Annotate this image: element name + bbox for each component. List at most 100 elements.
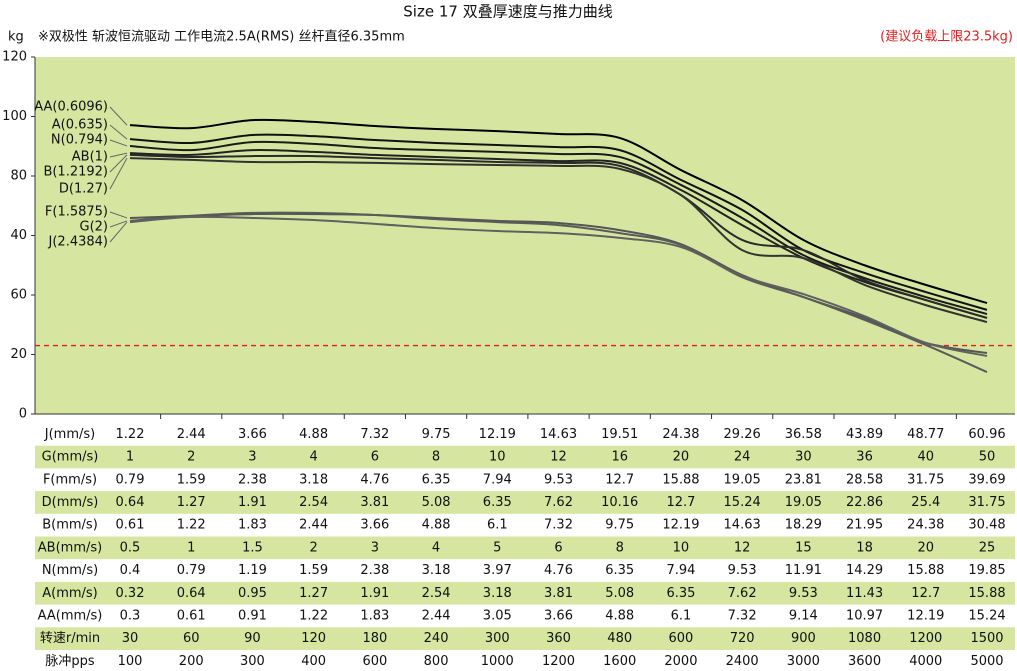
leader-line [109,157,128,190]
table-cell: 31.75 [907,472,944,487]
table-cell: 6 [371,450,379,465]
table-cell: 900 [791,631,816,646]
table-cell: 4.88 [605,608,634,623]
table-cell: 12 [734,540,751,555]
table-cell: 0.95 [238,586,267,601]
table-cell: 9.53 [728,563,757,578]
table-cell: 1000 [481,654,514,669]
table-cell: 24.38 [662,427,699,442]
row-label: AB(mm/s) [38,540,102,555]
table-cell: 12.19 [907,608,944,623]
table-cell: 8 [432,450,440,465]
row-label: B(mm/s) [42,518,98,533]
leader-line [109,124,128,140]
table-cell: 7.62 [728,586,757,601]
leader-line [109,139,128,147]
table-cell: 21.95 [846,518,883,533]
table-cell: 40 [918,450,935,465]
table-cell: 0.3 [120,608,141,623]
curve [129,211,988,373]
table-cell: 1.83 [238,518,267,533]
y-tick-label: 60 [10,288,27,303]
table-cell: 9.75 [605,518,634,533]
table-cell: 4.76 [544,563,573,578]
table-cell: 20 [673,450,690,465]
table-cell: 25 [979,540,996,555]
table-cell: 1200 [909,631,942,646]
legend-label: G(2) [80,220,109,235]
row-label: 脉冲pps [45,654,95,669]
table-cell: 6.35 [666,586,695,601]
table-cell: 16 [611,450,628,465]
table-cell: 29.26 [724,427,761,442]
curve [129,212,988,354]
row-label: G(mm/s) [42,450,99,465]
legend-label: A(0.635) [52,118,108,133]
table-cell: 800 [424,654,449,669]
table-cell: 15.88 [968,586,1005,601]
table-cell: 2.38 [360,563,389,578]
table-cell: 19.51 [601,427,638,442]
table-cell: 3.66 [544,608,573,623]
table-cell: 3.05 [483,608,512,623]
y-tick-label: 80 [10,169,27,184]
table-cell: 2 [187,450,195,465]
table-cell: 10 [489,450,506,465]
table-cell: 480 [607,631,632,646]
table-cell: 1 [126,450,134,465]
table-cell: 4 [432,540,440,555]
table-cell: 300 [485,631,510,646]
row-label: F(mm/s) [43,472,97,487]
table-cell: 240 [424,631,449,646]
table-cell: 19.05 [785,495,822,510]
table-cell: 15 [795,540,812,555]
table-cell: 14.63 [540,427,577,442]
leader-line [109,220,128,228]
table-cell: 3.97 [483,563,512,578]
table-cell: 6.35 [605,563,634,578]
table-cell: 2.44 [177,427,206,442]
table-cell: 9.75 [422,427,451,442]
table-cell: 12.7 [911,586,940,601]
curve [129,118,988,304]
y-tick-label: 20 [10,347,27,362]
table-cell: 0.64 [177,586,206,601]
table-cell: 3.81 [544,586,573,601]
table-cell: 3.66 [360,518,389,533]
row-label: 转速r/min [40,631,100,646]
table-cell: 300 [240,654,265,669]
table-cell: 2.44 [422,608,451,623]
table-cell: 19.85 [968,563,1005,578]
table-cell: 50 [979,450,996,465]
table-cell: 1 [187,540,195,555]
table-cell: 18 [856,540,873,555]
legend-label: N(0.794) [51,133,108,148]
table-cell: 4.88 [299,427,328,442]
table-row-bg [35,536,1015,560]
table-cell: 7.94 [666,563,695,578]
chart-title: Size 17 双叠厚速度与推力曲线 [403,3,612,21]
curve [129,153,988,319]
table-cell: 10 [673,540,690,555]
subtitle: ※双极性 斩波恒流驱动 工作电流2.5A(RMS) 丝杆直径6.35mm [38,30,405,45]
table-cell: 5.08 [605,586,634,601]
table-cell: 10.16 [601,495,638,510]
table-cell: 360 [546,631,571,646]
leader-line [109,152,128,158]
table-cell: 1.83 [360,608,389,623]
y-unit: kg [8,30,24,45]
table-cell: 90 [244,631,261,646]
table-cell: 4 [310,450,318,465]
row-label: J(mm/s) [44,427,95,442]
curve [129,215,988,357]
table-cell: 3000 [787,654,820,669]
table-cell: 15.88 [662,472,699,487]
table-cell: 600 [669,631,694,646]
row-label: D(mm/s) [42,495,99,510]
legend-label: AB(1) [72,150,108,165]
table-cell: 7.32 [360,427,389,442]
leader-line [109,211,128,219]
table-cell: 5000 [970,654,1003,669]
table-cell: 2.38 [238,472,267,487]
